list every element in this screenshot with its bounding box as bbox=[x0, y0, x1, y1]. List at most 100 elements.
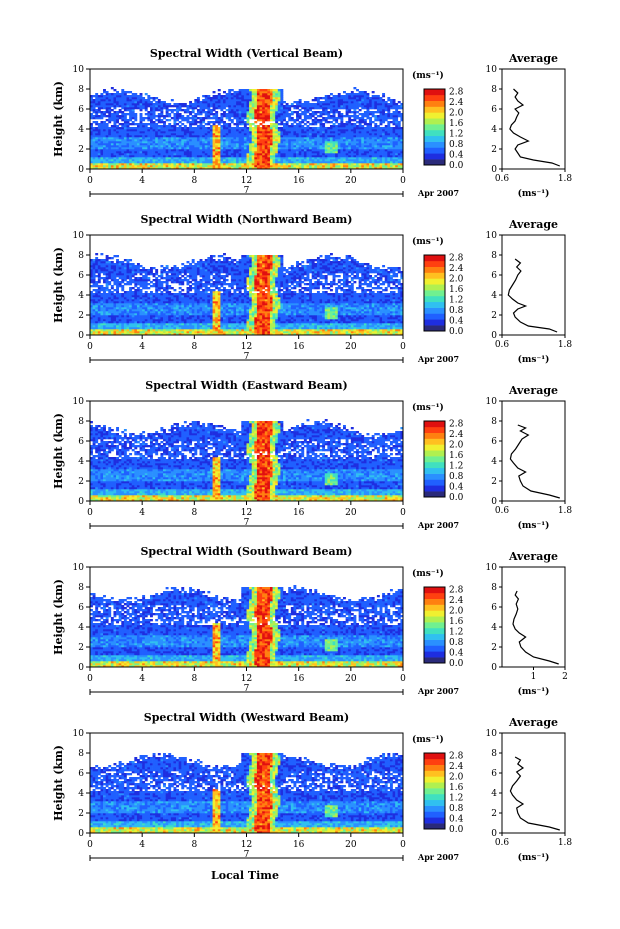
panel1-heatmap-cell bbox=[196, 133, 200, 136]
panel1-heatmap-cell bbox=[288, 119, 292, 122]
panel1-heatmap-cell bbox=[327, 151, 331, 154]
panel1-heatmap-cell bbox=[369, 131, 372, 134]
panel1-colorbar-tick: 0.4 bbox=[449, 151, 464, 161]
panel1-heatmap-cell bbox=[97, 95, 101, 98]
panel1-colorbar-frame bbox=[423, 88, 446, 166]
panel1-heatmap-cell bbox=[238, 149, 242, 152]
panel1-heatmap-cell bbox=[379, 123, 383, 126]
panel2-heatmap-cell bbox=[105, 269, 109, 272]
panel1-heatmap-cell bbox=[100, 107, 104, 110]
panel1-heatmap-cell bbox=[298, 141, 302, 144]
panel1-heatmap-cell bbox=[389, 161, 393, 164]
panel2-heatmap-cell bbox=[121, 277, 125, 280]
panel1-heatmap-cell bbox=[387, 153, 391, 156]
panel1-heatmap-cell bbox=[97, 99, 101, 102]
panel1-heatmap-cell bbox=[267, 159, 271, 162]
panel1-heatmap-cell bbox=[332, 155, 336, 158]
panel1-heatmap-cell bbox=[90, 163, 93, 166]
panel2-heatmap-cell bbox=[136, 313, 140, 316]
panel1-heatmap-cell bbox=[220, 133, 224, 136]
panel1-heatmap-cell bbox=[223, 145, 226, 148]
panel1-heatmap-cell bbox=[217, 89, 221, 92]
panel1-heatmap-cell bbox=[136, 149, 140, 152]
panel1-heatmap-cell bbox=[275, 111, 279, 114]
panel1-heatmap-cell bbox=[118, 95, 122, 98]
panel1-heatmap-cell bbox=[90, 123, 93, 126]
panel1-heatmap-cell bbox=[283, 139, 286, 142]
panel2-heatmap-cell bbox=[113, 323, 117, 326]
panel1-heatmap-cell bbox=[139, 155, 143, 158]
panel1-heatmap-cell bbox=[157, 143, 161, 146]
panel1-heatmap-cell bbox=[374, 135, 378, 138]
panel1-heatmap-cell bbox=[147, 161, 151, 164]
panel1-heatmap-cell bbox=[194, 149, 198, 152]
panel1-heatmap-cell bbox=[152, 97, 156, 100]
panel1-heatmap-cell bbox=[395, 123, 399, 126]
panel1-heatmap-cell bbox=[108, 97, 112, 100]
panel1-heatmap-cell bbox=[350, 159, 354, 162]
panel1-heatmap-cell bbox=[332, 165, 336, 168]
panel2-heatmap-cell bbox=[105, 277, 109, 280]
panel1-heatmap-cell bbox=[103, 129, 106, 132]
panel2-heatmap-cell bbox=[134, 297, 138, 300]
panel1-heatmap-cell bbox=[327, 145, 331, 148]
panel1-heatmap-cell bbox=[371, 133, 375, 136]
panel2-heatmap-cell bbox=[105, 331, 109, 334]
panel1-heatmap-cell bbox=[207, 103, 211, 106]
panel1-heatmap-cell bbox=[241, 117, 245, 120]
panel1-heatmap-cell bbox=[246, 95, 250, 98]
panel1-heatmap-cell bbox=[183, 157, 187, 160]
panel1-colorbar-swatch bbox=[424, 135, 445, 142]
panel1-heatmap-cell bbox=[366, 131, 370, 134]
panel1-heatmap-cell bbox=[113, 133, 117, 136]
panel1-heatmap-cell bbox=[272, 147, 276, 150]
panel2-heatmap-cell bbox=[116, 263, 119, 266]
panel1-heatmap-cell bbox=[183, 111, 187, 114]
panel1-heatmap-cell bbox=[311, 107, 315, 110]
panel1-heatmap-cell bbox=[296, 107, 299, 110]
panel1-heatmap-cell bbox=[152, 123, 156, 126]
panel1-heatmap-cell bbox=[238, 95, 242, 98]
panel2-heatmap-cell bbox=[126, 299, 130, 302]
panel1-heatmap-cell bbox=[204, 97, 208, 100]
panel1-heatmap-cell bbox=[123, 145, 127, 148]
panel1-heatmap-cell bbox=[371, 91, 375, 94]
panel1-heatmap-cell bbox=[241, 99, 245, 102]
panel2-heatmap-cell bbox=[116, 291, 119, 294]
panel1-heatmap-cell bbox=[272, 141, 276, 144]
panel1-heatmap-cell bbox=[113, 139, 117, 142]
panel1-heatmap-cell bbox=[176, 167, 179, 169]
panel1-heatmap-cell bbox=[129, 161, 133, 164]
panel1-heatmap-cell bbox=[139, 103, 143, 106]
panel1-heatmap-cell bbox=[194, 99, 198, 102]
panel1-heatmap-cell bbox=[400, 113, 403, 116]
panel1-heatmap-cell bbox=[97, 103, 101, 106]
panel1-heatmap-cell bbox=[332, 115, 336, 118]
panel2-heatmap-cell bbox=[129, 267, 133, 270]
panel1-heatmap-cell bbox=[379, 157, 383, 160]
panel1-heatmap-cell bbox=[256, 111, 260, 114]
panel2-heatmap-cell bbox=[92, 285, 96, 288]
panel1-heatmap-cell bbox=[301, 137, 305, 140]
panel1-heatmap-cell bbox=[387, 125, 391, 128]
panel1-heatmap-cell bbox=[254, 137, 258, 140]
panel1-heatmap-cell bbox=[272, 133, 276, 136]
panel1-heatmap-cell bbox=[147, 95, 151, 98]
panel1-heatmap-cell bbox=[332, 157, 336, 160]
panel1-heatmap-cell bbox=[267, 147, 271, 150]
panel1-heatmap-cell bbox=[223, 131, 226, 134]
panel1-heatmap-cell bbox=[327, 117, 331, 120]
panel1-heatmap-cell bbox=[379, 147, 383, 150]
panel1-heatmap-cell bbox=[142, 137, 146, 140]
panel1-heatmap-cell bbox=[311, 155, 315, 158]
panel1-heatmap-cell bbox=[215, 133, 219, 136]
panel1-heatmap-cell bbox=[356, 167, 359, 169]
panel1-heatmap-cell bbox=[384, 117, 388, 120]
panel1-heatmap-cell bbox=[131, 107, 135, 110]
panel1-heatmap-cell bbox=[121, 149, 125, 152]
panel1-heatmap-cell bbox=[254, 141, 258, 144]
panel1-heatmap-cell bbox=[277, 93, 281, 96]
panel1-heatmap-cell bbox=[105, 149, 109, 152]
panel1-heatmap-cell bbox=[165, 103, 169, 106]
panel1-heatmap-cell bbox=[353, 147, 357, 150]
